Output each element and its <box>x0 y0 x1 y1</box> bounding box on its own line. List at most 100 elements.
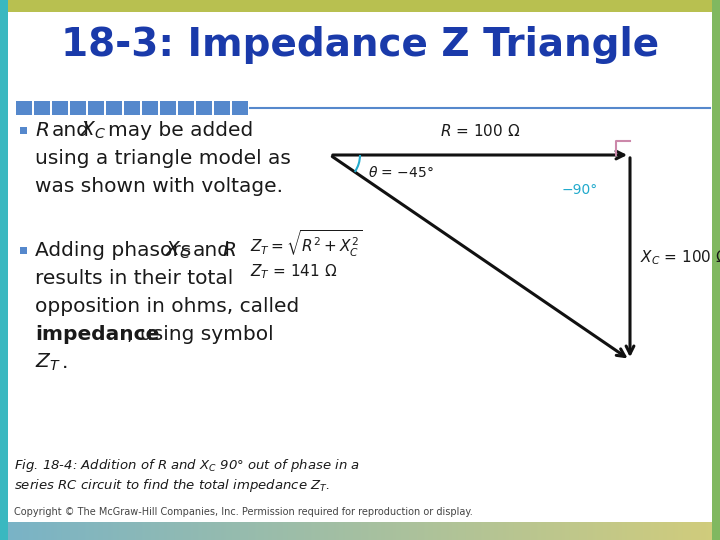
Bar <box>574 522 575 540</box>
Text: $R$ = 100 Ω: $R$ = 100 Ω <box>440 123 520 139</box>
Bar <box>376 522 377 540</box>
Bar <box>516 522 517 540</box>
Bar <box>649 522 650 540</box>
Bar <box>482 522 483 540</box>
Text: was shown with voltage.: was shown with voltage. <box>35 177 283 195</box>
Bar <box>599 522 600 540</box>
Bar <box>316 522 317 540</box>
Bar <box>182 522 183 540</box>
Bar <box>371 522 372 540</box>
Bar <box>588 522 589 540</box>
Bar <box>473 522 474 540</box>
Bar <box>430 522 431 540</box>
Bar <box>41 522 42 540</box>
Bar <box>546 522 547 540</box>
Bar <box>214 101 230 115</box>
Bar <box>50 522 51 540</box>
Bar <box>323 522 324 540</box>
Bar <box>97 522 98 540</box>
Bar <box>544 522 545 540</box>
Bar <box>141 522 142 540</box>
Bar <box>543 522 544 540</box>
Bar <box>674 522 675 540</box>
Bar <box>697 522 698 540</box>
Bar <box>103 522 104 540</box>
Bar <box>87 522 88 540</box>
Bar <box>520 522 521 540</box>
Bar <box>247 522 248 540</box>
Bar <box>552 522 553 540</box>
Bar <box>3 522 4 540</box>
Bar <box>584 522 585 540</box>
Bar <box>343 522 344 540</box>
Bar <box>0 0 720 12</box>
Bar <box>545 522 546 540</box>
Bar <box>567 522 568 540</box>
Bar <box>572 522 573 540</box>
Bar <box>539 522 540 540</box>
Bar <box>455 522 456 540</box>
Bar <box>153 522 154 540</box>
Bar <box>700 522 701 540</box>
Bar <box>434 522 435 540</box>
Bar <box>534 522 535 540</box>
Bar <box>337 522 338 540</box>
Bar <box>68 522 69 540</box>
Bar <box>0 0 8 540</box>
Bar <box>500 522 501 540</box>
Bar <box>164 522 165 540</box>
Bar <box>457 522 458 540</box>
Bar <box>530 522 531 540</box>
Bar <box>476 522 477 540</box>
Bar <box>655 522 656 540</box>
Bar <box>140 522 141 540</box>
Bar <box>61 522 62 540</box>
Bar <box>610 522 611 540</box>
Bar <box>118 522 119 540</box>
Bar <box>65 522 66 540</box>
Bar <box>88 522 89 540</box>
Text: Fig. 18-4: Addition of $R$ and $X_C$ 90° out of phase in a: Fig. 18-4: Addition of $R$ and $X_C$ 90°… <box>14 457 360 475</box>
Bar <box>490 522 491 540</box>
Bar <box>237 522 238 540</box>
Bar <box>538 522 539 540</box>
Bar <box>548 522 549 540</box>
Bar <box>447 522 448 540</box>
Bar <box>29 522 30 540</box>
Bar <box>651 522 652 540</box>
Bar <box>94 522 95 540</box>
Bar <box>279 522 280 540</box>
Bar <box>581 522 582 540</box>
Bar <box>564 522 565 540</box>
Bar <box>310 522 311 540</box>
Bar <box>325 522 326 540</box>
Bar <box>133 522 134 540</box>
Bar <box>421 522 422 540</box>
Bar <box>89 522 90 540</box>
Bar <box>702 522 703 540</box>
Bar <box>602 522 603 540</box>
Bar <box>208 522 209 540</box>
Bar <box>495 522 496 540</box>
Bar <box>250 522 251 540</box>
Bar <box>469 522 470 540</box>
Bar <box>198 522 199 540</box>
Bar <box>184 522 185 540</box>
Bar <box>460 522 461 540</box>
Text: impedance: impedance <box>35 325 159 343</box>
Bar <box>222 522 223 540</box>
Bar <box>570 522 571 540</box>
Bar <box>245 522 246 540</box>
Bar <box>40 522 41 540</box>
Bar <box>227 522 228 540</box>
Bar <box>91 522 92 540</box>
Bar <box>48 522 49 540</box>
Bar <box>37 522 38 540</box>
Bar <box>159 522 160 540</box>
Bar <box>593 522 594 540</box>
Bar <box>525 522 526 540</box>
Bar <box>677 522 678 540</box>
Bar <box>212 522 213 540</box>
Bar <box>589 522 590 540</box>
Bar <box>211 522 212 540</box>
